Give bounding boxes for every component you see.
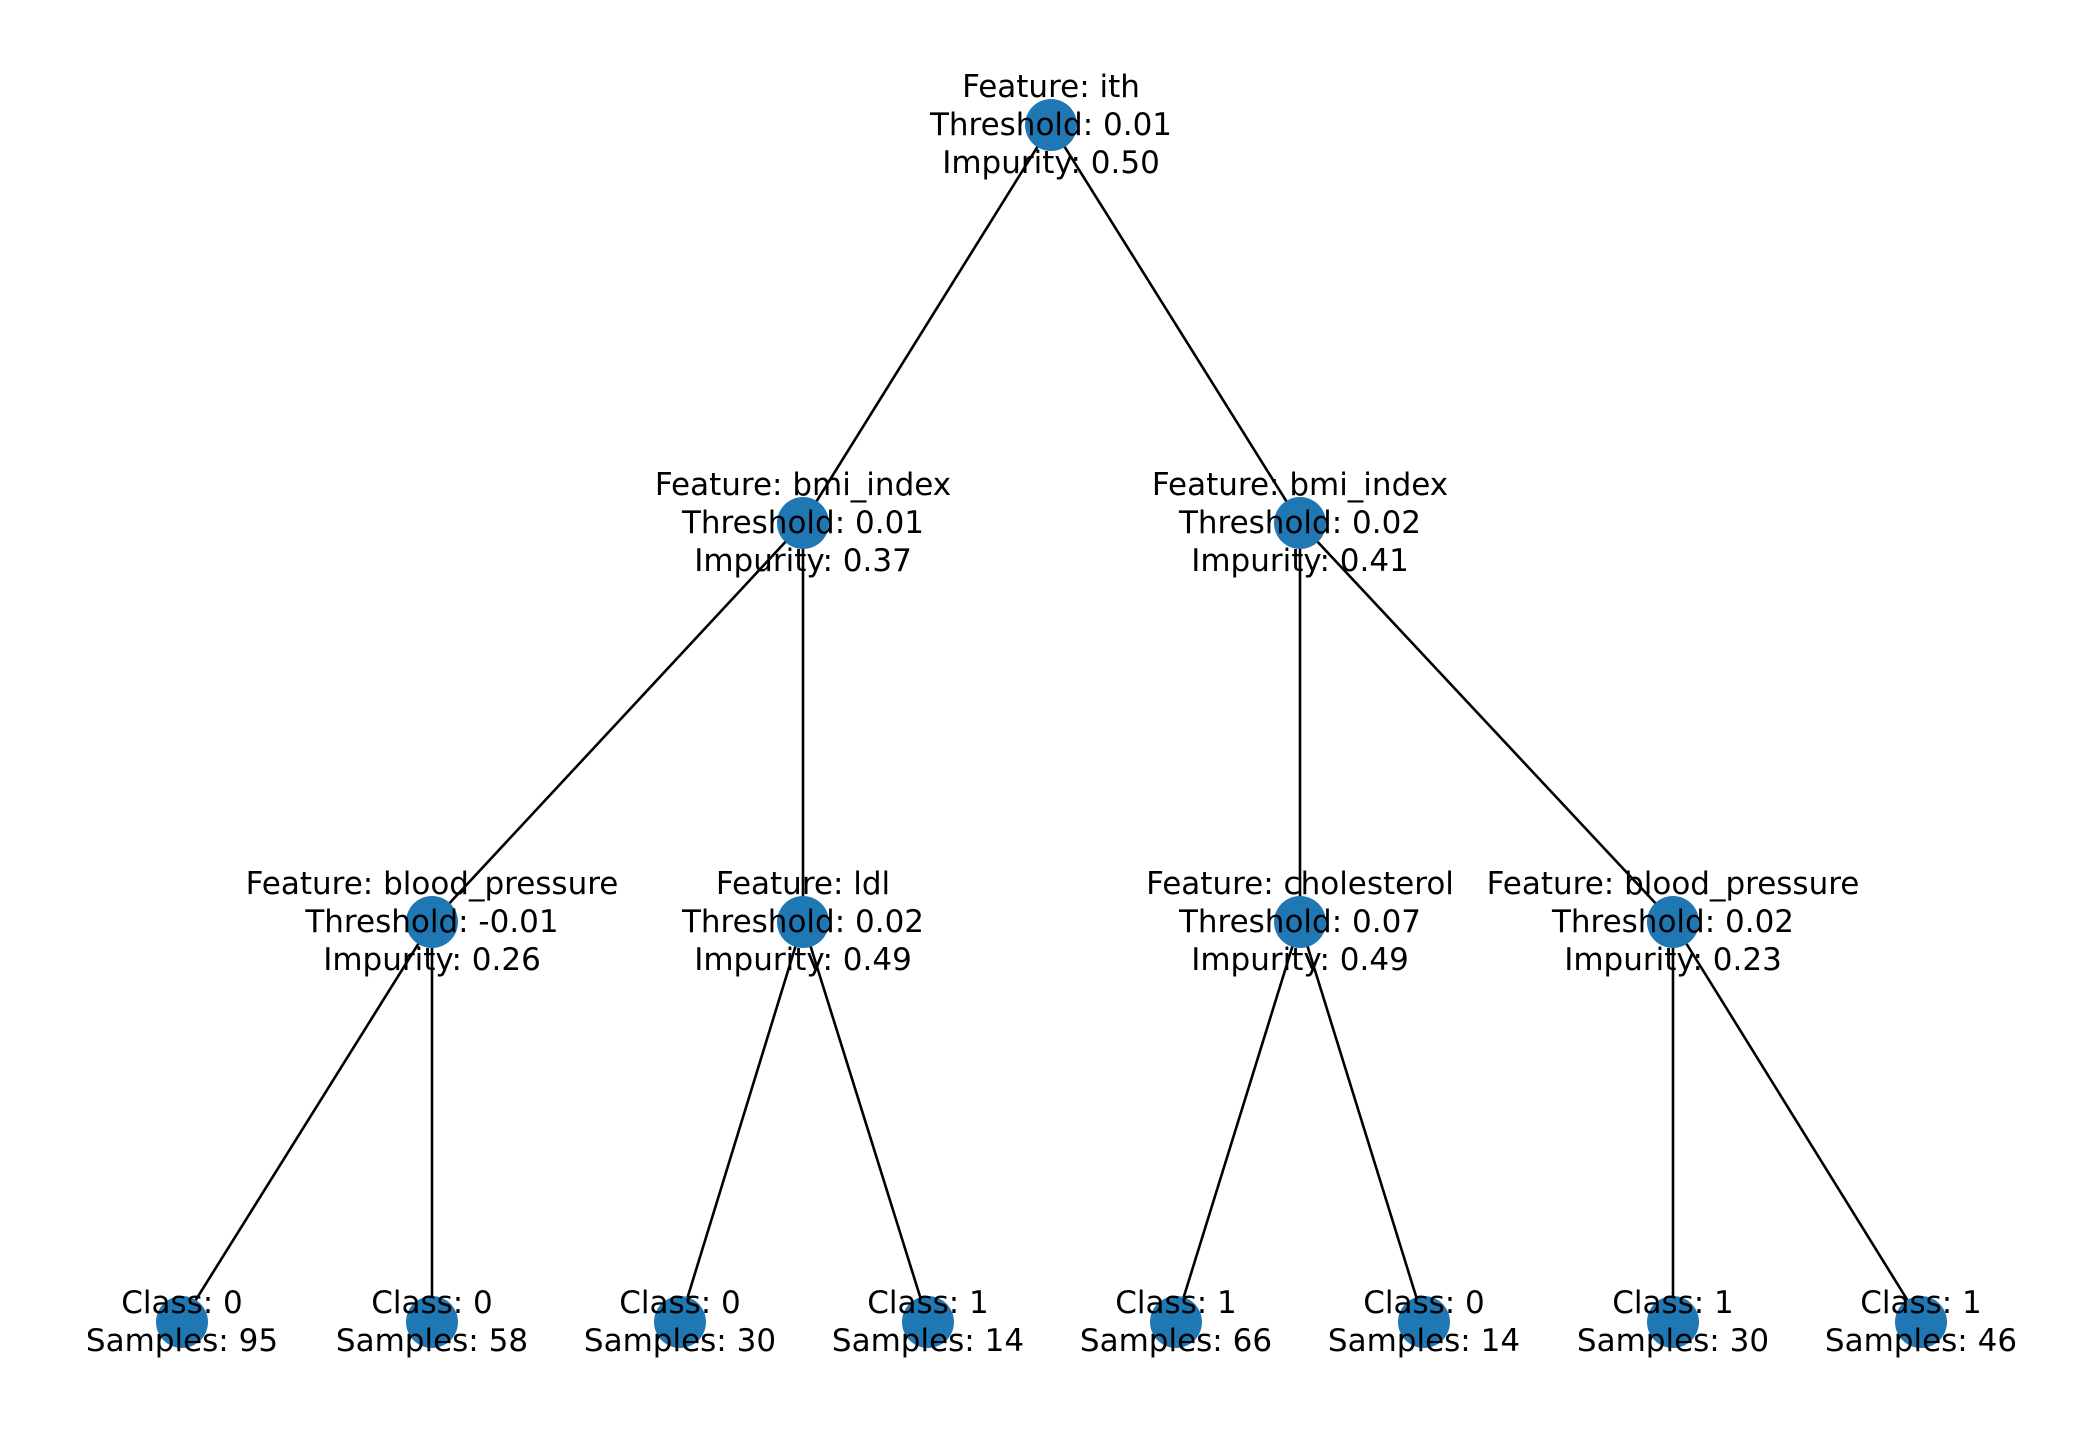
node-label-line: Class: 1 xyxy=(1860,1285,1982,1321)
node-label-line: Impurity: 0.23 xyxy=(1564,942,1782,978)
tree-node-n5 xyxy=(1274,896,1326,948)
tree-node-n13 xyxy=(1647,1296,1699,1348)
node-label-line: Samples: 95 xyxy=(86,1323,278,1359)
node-label-line: Impurity: 0.49 xyxy=(694,942,912,978)
node-label-line: Threshold: 0.01 xyxy=(681,505,924,541)
tree-node-n4 xyxy=(777,896,829,948)
tree-edge-n6-n14 xyxy=(1671,921,1923,1323)
node-layer xyxy=(156,99,1947,1348)
node-label-line: Samples: 58 xyxy=(336,1323,528,1359)
node-label-line: Impurity: 0.41 xyxy=(1191,543,1409,579)
tree-edge-n1-n3 xyxy=(431,522,804,923)
node-label-line: Threshold: 0.02 xyxy=(1551,904,1794,940)
node-label-line: Impurity: 0.26 xyxy=(323,942,541,978)
node-label-line: Impurity: 0.49 xyxy=(1191,942,1409,978)
node-label-line: Class: 0 xyxy=(619,1285,741,1321)
node-label-line: Feature: bmi_index xyxy=(655,467,951,503)
node-label-line: Threshold: -0.01 xyxy=(304,904,558,940)
node-label-line: Class: 0 xyxy=(121,1285,243,1321)
node-label-line: Class: 1 xyxy=(1115,1285,1237,1321)
node-label-line: Feature: blood_pressure xyxy=(1487,866,1860,902)
node-label-line: Feature: ith xyxy=(962,69,1140,105)
node-label-line: Threshold: 0.07 xyxy=(1178,904,1421,940)
tree-edge-n2-n6 xyxy=(1299,522,1674,923)
node-label-line: Samples: 66 xyxy=(1080,1323,1272,1359)
tree-edge-n5-n11 xyxy=(1174,921,1302,1323)
node-label-line: Samples: 14 xyxy=(1328,1323,1520,1359)
node-label-line: Threshold: 0.02 xyxy=(681,904,924,940)
tree-node-n14 xyxy=(1895,1296,1947,1348)
node-label-line: Feature: ldl xyxy=(716,866,890,902)
tree-node-n1 xyxy=(777,497,829,549)
node-label-line: Threshold: 0.01 xyxy=(929,107,1172,143)
node-label-line: Impurity: 0.50 xyxy=(942,145,1160,181)
tree-node-n8 xyxy=(406,1296,458,1348)
tree-edge-n3-n7 xyxy=(180,921,434,1323)
tree-node-n9 xyxy=(654,1296,706,1348)
node-label-line: Feature: cholesterol xyxy=(1146,866,1454,902)
tree-edge-n5-n12 xyxy=(1298,921,1426,1323)
node-label-line: Samples: 14 xyxy=(832,1323,1024,1359)
edge-layer xyxy=(180,124,1923,1323)
node-label-line: Samples: 30 xyxy=(1577,1323,1769,1359)
tree-node-n12 xyxy=(1398,1296,1450,1348)
node-label-line: Impurity: 0.37 xyxy=(694,543,912,579)
tree-node-n3 xyxy=(406,896,458,948)
node-label-line: Class: 0 xyxy=(1363,1285,1485,1321)
tree-node-n11 xyxy=(1150,1296,1202,1348)
node-label-line: Feature: blood_pressure xyxy=(246,866,619,902)
node-label-line: Feature: bmi_index xyxy=(1152,467,1448,503)
tree-node-n6 xyxy=(1647,896,1699,948)
node-label-line: Class: 1 xyxy=(867,1285,989,1321)
node-label-line: Threshold: 0.02 xyxy=(1178,505,1421,541)
tree-node-n0 xyxy=(1025,99,1077,151)
node-label-line: Class: 1 xyxy=(1612,1285,1734,1321)
node-label-line: Class: 0 xyxy=(371,1285,493,1321)
tree-edge-n4-n9 xyxy=(678,921,805,1323)
node-label-line: Samples: 30 xyxy=(584,1323,776,1359)
node-label-line: Samples: 46 xyxy=(1825,1323,2017,1359)
tree-edge-n0-n1 xyxy=(801,124,1053,524)
tree-node-n2 xyxy=(1274,497,1326,549)
tree-node-n10 xyxy=(902,1296,954,1348)
tree-node-n7 xyxy=(156,1296,208,1348)
tree-edge-n0-n2 xyxy=(1049,124,1302,524)
tree-edge-n4-n10 xyxy=(801,921,930,1323)
